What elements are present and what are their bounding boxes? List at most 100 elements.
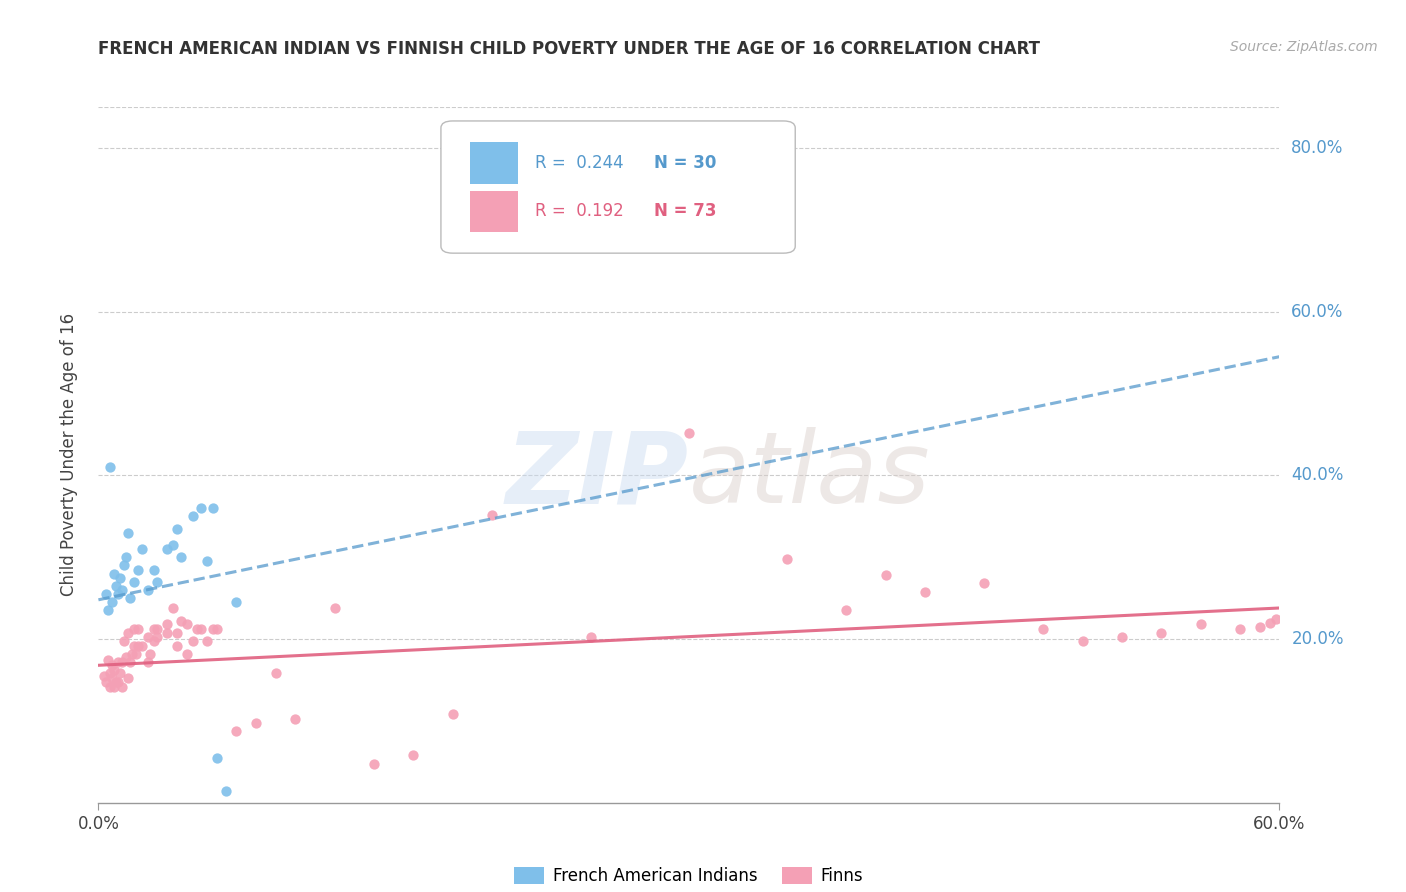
Point — [122, 639, 145, 653]
Point — [166, 625, 188, 640]
Point — [117, 625, 139, 640]
Point — [103, 566, 125, 581]
Point — [138, 647, 160, 661]
Point — [205, 751, 228, 765]
Point — [136, 582, 159, 597]
Point — [1189, 617, 1212, 632]
Point — [156, 617, 179, 632]
Point — [195, 554, 218, 568]
Point — [170, 614, 193, 628]
Point — [875, 568, 897, 582]
Point — [776, 552, 799, 566]
Point — [579, 631, 602, 645]
Point — [112, 558, 135, 573]
Point — [1150, 625, 1173, 640]
Point — [108, 571, 131, 585]
Point — [97, 652, 120, 666]
Point — [122, 622, 145, 636]
Text: 80.0%: 80.0% — [1291, 139, 1344, 157]
Point — [363, 756, 385, 771]
Point — [107, 674, 129, 689]
Point — [1111, 631, 1133, 645]
Point — [136, 655, 159, 669]
Point — [112, 633, 135, 648]
FancyBboxPatch shape — [441, 121, 796, 253]
Point — [97, 603, 120, 617]
Point — [115, 550, 138, 565]
Point — [111, 655, 134, 669]
Point — [181, 633, 204, 648]
Point — [98, 666, 121, 681]
Point — [162, 601, 184, 615]
Point — [225, 595, 247, 609]
Point — [101, 672, 124, 686]
Point — [142, 562, 165, 576]
Text: R =  0.244: R = 0.244 — [536, 153, 624, 171]
Point — [107, 587, 129, 601]
Point — [201, 622, 224, 636]
Bar — [471, 191, 517, 232]
Text: ZIP: ZIP — [506, 427, 689, 524]
Point — [127, 622, 149, 636]
Point — [441, 707, 464, 722]
Point — [117, 525, 139, 540]
Point — [176, 647, 198, 661]
Point — [195, 633, 218, 648]
Point — [481, 508, 503, 522]
Point — [103, 663, 125, 677]
Point — [225, 723, 247, 738]
Text: R =  0.192: R = 0.192 — [536, 202, 624, 220]
Text: N = 30: N = 30 — [654, 153, 716, 171]
Text: atlas: atlas — [689, 427, 931, 524]
Point — [1258, 615, 1281, 630]
Point — [96, 587, 118, 601]
Y-axis label: Child Poverty Under the Age of 16: Child Poverty Under the Age of 16 — [59, 313, 77, 597]
Point — [115, 650, 138, 665]
Point — [111, 680, 134, 694]
Bar — [471, 142, 517, 184]
Point — [108, 666, 131, 681]
Point — [117, 672, 139, 686]
Point — [1249, 620, 1271, 634]
Text: 40.0%: 40.0% — [1291, 467, 1344, 484]
Point — [101, 595, 124, 609]
Point — [1071, 633, 1094, 648]
Legend: French American Indians, Finns: French American Indians, Finns — [508, 860, 870, 891]
Point — [98, 460, 121, 475]
Point — [107, 655, 129, 669]
Point — [118, 655, 141, 669]
Point — [190, 501, 212, 516]
Point — [201, 501, 224, 516]
Text: N = 73: N = 73 — [654, 202, 716, 220]
Text: FRENCH AMERICAN INDIAN VS FINNISH CHILD POVERTY UNDER THE AGE OF 16 CORRELATION : FRENCH AMERICAN INDIAN VS FINNISH CHILD … — [98, 40, 1040, 58]
Point — [96, 674, 118, 689]
Point — [284, 712, 307, 726]
Point — [121, 647, 143, 661]
Point — [125, 647, 148, 661]
Point — [186, 622, 208, 636]
Point — [181, 509, 204, 524]
Point — [98, 680, 121, 694]
Point — [131, 542, 153, 557]
Point — [103, 680, 125, 694]
Point — [166, 522, 188, 536]
Point — [142, 622, 165, 636]
Point — [1032, 622, 1054, 636]
Point — [136, 631, 159, 645]
Point — [264, 666, 287, 681]
Point — [122, 574, 145, 589]
Point — [323, 601, 346, 615]
Text: Source: ZipAtlas.com: Source: ZipAtlas.com — [1230, 40, 1378, 54]
Point — [118, 591, 141, 606]
Point — [245, 715, 267, 730]
Point — [678, 425, 700, 440]
Point — [93, 669, 115, 683]
Point — [105, 579, 128, 593]
Text: 20.0%: 20.0% — [1291, 630, 1344, 648]
Point — [835, 603, 858, 617]
Point — [162, 538, 184, 552]
Point — [190, 622, 212, 636]
Point — [914, 584, 936, 599]
Point — [131, 639, 153, 653]
Point — [146, 574, 169, 589]
